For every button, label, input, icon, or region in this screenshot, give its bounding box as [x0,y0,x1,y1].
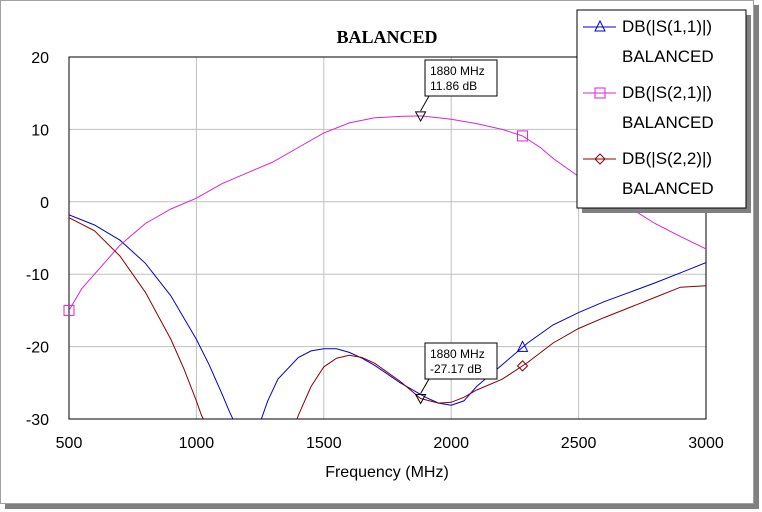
chart-title: BALANCED [336,27,437,47]
series-start-marker-2 [63,304,75,316]
annotation-marker [414,111,427,122]
legend-box [576,9,747,209]
legend-series-sub: BALANCED [622,113,714,132]
series-marker-2 [517,130,529,142]
marker-layer [63,130,529,372]
y-tick-label: 0 [40,195,49,212]
y-tick-label: -30 [26,412,49,429]
x-tick-label: 2000 [433,435,469,452]
legend-entry-2: DB(|S(2,1)|) BALANCED [583,83,714,132]
annotation-marker [414,394,427,405]
legend-series-sub: BALANCED [622,179,714,198]
legend-series-name: DB(|S(2,1)|) [622,83,712,102]
series-line-1 [69,214,706,419]
y-tick-label: -20 [26,340,49,357]
annotation-value: -27.17 dB [430,362,482,376]
annotation-freq: 1880 MHz [430,64,485,78]
legend[interactable]: DB(|S(1,1)|) BALANCED DB(|S(2,1)|) BALANCED… [576,9,751,213]
annotation-leader [420,378,430,394]
annotation-2: 1880 MHz-27.17 dB [414,342,498,405]
y-tick-label: 10 [31,122,49,139]
tick-labels: 500 1000 1500 2000 2500 3000 20 10 0 -10 -20 -30 [26,50,724,452]
annotation-value: 11.86 dB [430,79,477,93]
plot-area-border [68,56,707,420]
legend-entry-3: DB(|S(2,2)|) BALANCED [583,149,714,198]
x-tick-label: 2500 [561,435,597,452]
annotation-box [424,59,498,97]
x-tick-label: 1500 [306,435,342,452]
series-marker-1 [516,340,529,352]
legend-entry-1: DB(|S(1,1)|) BALANCED [583,17,714,66]
legend-marker [594,87,606,99]
series-line-3 [69,217,706,419]
legend-series-name: DB(|S(2,2)|) [622,149,712,168]
legend-series-sub: BALANCED [622,47,714,66]
x-tick-label: 3000 [688,435,724,452]
y-tick-label: 20 [31,50,49,67]
annotation-leader [420,95,430,112]
legend-marker [594,19,606,32]
annotation-freq: 1880 MHz [430,347,485,361]
x-axis-label: Frequency (MHz) [325,464,449,481]
x-tick-label: 500 [56,435,83,452]
series-marker-3 [516,360,529,372]
annotation-box [424,342,498,380]
x-tick-label: 1000 [179,435,215,452]
legend-marker [594,153,606,165]
y-tick-label: -10 [26,267,49,284]
legend-series-name: DB(|S(1,1)|) [622,17,712,36]
